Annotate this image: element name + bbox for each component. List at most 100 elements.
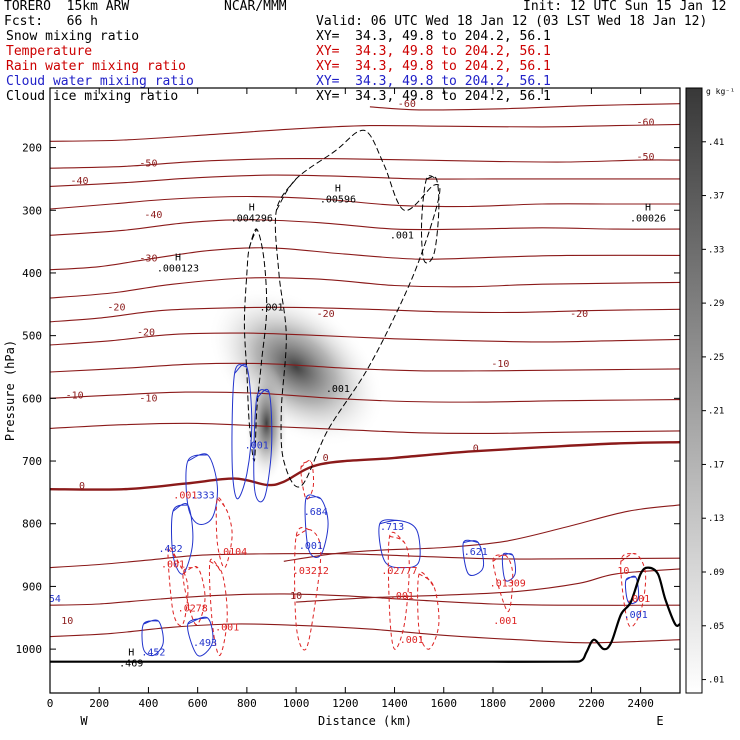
contour-label: .432 (159, 544, 183, 555)
rain-water-contour (182, 566, 206, 626)
cloud-water-contour (624, 575, 640, 605)
isotherm-line (50, 623, 680, 644)
contour-label: .713 (380, 522, 404, 533)
colorbar-label: .29 (708, 299, 724, 309)
contour-label: .684 (304, 507, 328, 518)
x-tick-label: 2400 (627, 697, 654, 710)
maximum-value: .00596 (320, 194, 356, 205)
colorbar-label: .09 (708, 568, 724, 578)
x-tick-label: 0 (47, 697, 54, 710)
contour-label: 0 (323, 453, 329, 464)
contour-label: .001 (390, 591, 414, 602)
x-tick-label: 600 (188, 697, 208, 710)
center-title: NCAR/MMM (224, 0, 287, 14)
y-tick-label: 900 (22, 580, 42, 593)
isotherm-line (50, 219, 680, 236)
y-tick-label: 1000 (16, 643, 43, 656)
contour-label: .0278 (178, 603, 208, 614)
maximum-value: .004296 (231, 213, 273, 224)
y-tick-label: 500 (22, 330, 42, 343)
contour-label: .621 (464, 547, 488, 558)
contour-label: 10 (617, 566, 629, 577)
field-extent: XY= 34.3, 49.8 to 204.2, 56.1 (316, 59, 551, 74)
x-tick-label: 200 (89, 697, 109, 710)
contour-label: .001 (326, 384, 350, 395)
maximum-marker: H (249, 202, 255, 213)
isotherm-line (50, 332, 680, 346)
x-tick-label: 800 (237, 697, 257, 710)
west-label: W (80, 714, 88, 728)
isotherm-line (50, 391, 680, 403)
x-tick-label: 1200 (332, 697, 359, 710)
init-time: Init: 12 UTC Sun 15 Jan 12 (523, 0, 727, 14)
contour-label: -50 (139, 158, 157, 169)
contour-label: .001 (161, 560, 185, 571)
cloud-water-contour (253, 388, 273, 503)
contour-label: -60 (637, 118, 655, 129)
snow-shading-core (244, 363, 289, 484)
field-extent: XY= 34.3, 49.8 to 204.2, 56.1 (316, 89, 551, 104)
colorbar-label: .25 (708, 353, 724, 363)
x-tick-label: 2200 (578, 697, 605, 710)
x-axis-label: Distance (km) (318, 714, 412, 728)
contour-label: .03212 (293, 566, 329, 577)
east-label: E (656, 714, 663, 728)
field-name: Snow mixing ratio (6, 29, 140, 44)
terrain-line (50, 566, 680, 663)
contour-label: .02777 (381, 566, 417, 577)
y-tick-label: 400 (22, 267, 42, 280)
cloud-ice-contour (274, 129, 441, 488)
isotherm-line (50, 247, 680, 271)
rain-water-contour (492, 554, 514, 613)
field-extent: XY= 34.3, 49.8 to 204.2, 56.1 (316, 29, 551, 44)
isotherm-line (50, 441, 680, 491)
cloud-water-contour (231, 363, 253, 500)
cloud-water-contour (501, 552, 517, 582)
contour-label: .001 (245, 440, 269, 451)
contour-label: .001 (173, 491, 197, 502)
contour-label: -60 (398, 99, 416, 110)
contour-label: 0 (473, 444, 479, 455)
maximum-value: .469 (119, 658, 143, 669)
field-name: Cloud ice mixing ratio (6, 89, 179, 104)
colorbar-label: .01 (708, 676, 724, 686)
contour-label: .001 (400, 635, 424, 646)
rain-water-contour (620, 552, 647, 628)
colorbar-label: .05 (708, 622, 724, 632)
colorbar-label: .21 (708, 407, 724, 417)
x-tick-label: 1800 (480, 697, 507, 710)
cloud-ice-contour (421, 175, 440, 264)
maximum-marker: H (128, 647, 134, 658)
contour-label: .001 (299, 541, 323, 552)
contour-label: -30 (139, 254, 157, 265)
contour-label: -20 (317, 309, 335, 320)
cloud-water-contour (141, 619, 164, 657)
contour-label: -50 (637, 152, 655, 163)
rain-water-contour (294, 527, 322, 651)
rain-water-contour (215, 497, 233, 569)
maximum-marker: H (335, 183, 341, 194)
rain-water-contour (167, 546, 189, 627)
x-tick-label: 1000 (283, 697, 310, 710)
colorbar-label: .41 (708, 138, 724, 148)
contour-label: 0 (79, 481, 85, 492)
y-tick-label: 200 (22, 142, 42, 155)
contour-label: -10 (66, 390, 84, 401)
colorbar-label: .13 (708, 514, 724, 524)
contour-label: .001 (259, 303, 283, 314)
contour-label: -20 (107, 303, 125, 314)
x-tick-label: 2000 (529, 697, 556, 710)
forecast-hour: Fcst: 66 h (4, 14, 98, 29)
y-tick-label: 600 (22, 392, 42, 405)
x-tick-label: 1600 (431, 697, 458, 710)
contour-label: 10 (290, 591, 302, 602)
isotherm-line (50, 306, 680, 323)
isotherm-line (50, 593, 680, 606)
field-extent: XY= 34.3, 49.8 to 204.2, 56.1 (316, 74, 551, 89)
contour-label: -20 (570, 309, 588, 320)
contour-label: .0104 (217, 547, 247, 558)
field-name: Cloud water mixing ratio (6, 74, 194, 89)
colorbar-unit: g kg⁻¹ (706, 87, 735, 96)
isotherm-line (50, 195, 680, 210)
